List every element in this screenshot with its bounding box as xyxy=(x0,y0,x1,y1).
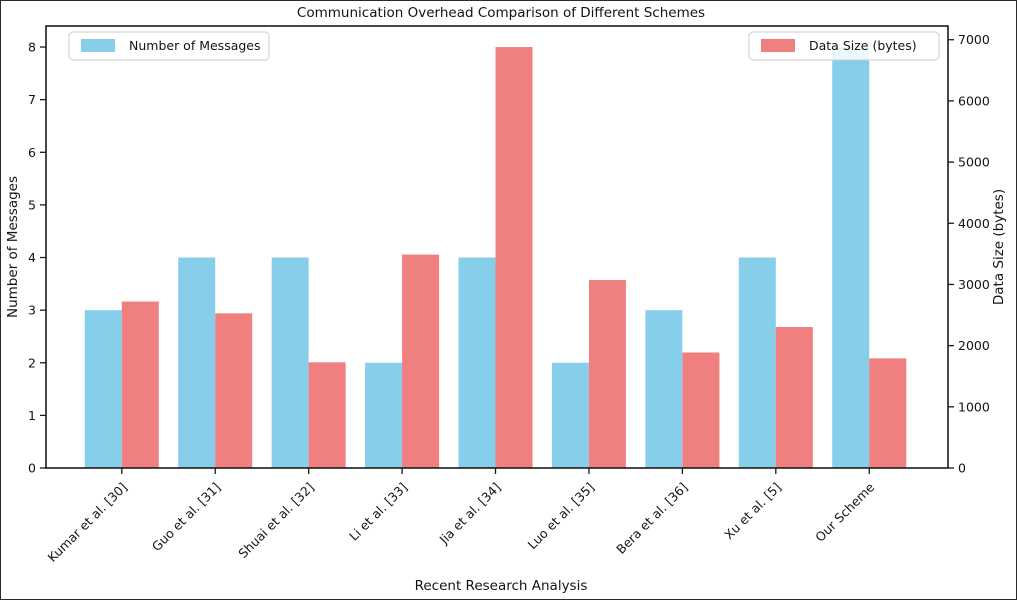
legend-swatch-messages xyxy=(81,39,115,52)
legend-swatch-data-size xyxy=(761,39,795,52)
bar-number-of-messages xyxy=(84,310,122,468)
bar-data-size xyxy=(308,362,346,468)
x-category-label: Bera et al. [36] xyxy=(613,480,690,557)
legend-box xyxy=(68,31,270,61)
plot-area: 0 1 2 3 4 5 6 7 8 0 1000 2000 3000 4000 5000 6000 7000 Ku… xyxy=(28,25,990,565)
x-category-label: Luo et al. [35] xyxy=(525,480,598,553)
bar-number-of-messages xyxy=(832,47,870,469)
right-tick-label: 6000 xyxy=(958,93,990,108)
x-axis-label: Recent Research Analysis xyxy=(415,578,588,594)
left-tick-label: 2 xyxy=(28,355,36,370)
x-category-label: Guo et al. [31] xyxy=(149,480,224,555)
bar-number-of-messages xyxy=(365,362,403,468)
left-y-axis-label: Number of Messages xyxy=(5,176,21,318)
legend-data-size: Data Size (bytes) xyxy=(748,31,940,61)
x-category-label: Li et al. [33] xyxy=(346,480,410,544)
right-tick-label: 4000 xyxy=(958,216,990,231)
left-tick-label: 3 xyxy=(28,303,36,318)
legend-box xyxy=(748,31,940,61)
bar-data-size xyxy=(495,47,533,469)
left-tick-label: 0 xyxy=(28,461,36,476)
right-tick-label: 3000 xyxy=(958,277,990,292)
left-tick-label: 6 xyxy=(28,145,36,160)
left-tick-label: 5 xyxy=(28,197,36,212)
right-tick-label: 7000 xyxy=(958,32,990,47)
legend-number-of-messages: Number of Messages xyxy=(68,31,270,61)
bar-data-size xyxy=(869,358,907,468)
x-category-label: Jia et al. [34] xyxy=(436,480,504,548)
bar-data-size xyxy=(682,352,720,468)
x-category-label: Kumar et al. [30] xyxy=(45,480,130,565)
x-category-label: Shuai et al. [32] xyxy=(235,480,316,561)
right-tick-label: 1000 xyxy=(958,399,990,414)
bar-data-size xyxy=(121,301,159,468)
bar-number-of-messages xyxy=(458,257,496,468)
left-tick-label: 7 xyxy=(28,92,36,107)
bar-data-size xyxy=(775,327,813,468)
left-tick-label: 4 xyxy=(28,250,36,265)
left-tick-label: 1 xyxy=(28,408,36,423)
right-tick-label: 0 xyxy=(958,461,966,476)
right-tick-label: 2000 xyxy=(958,338,990,353)
right-y-axis-label: Data Size (bytes) xyxy=(991,189,1007,305)
bar-data-size xyxy=(402,254,440,468)
legend-label-data-size: Data Size (bytes) xyxy=(809,38,917,53)
bar-number-of-messages xyxy=(178,257,216,468)
chart-title: Communication Overhead Comparison of Dif… xyxy=(297,5,705,21)
x-category-label: Xu et al. [5] xyxy=(721,480,784,543)
legend-label-messages: Number of Messages xyxy=(129,38,261,53)
right-tick-label: 5000 xyxy=(958,155,990,170)
bar-data-size xyxy=(588,280,626,468)
axes-frame xyxy=(45,25,949,469)
x-category-label: Our Scheme xyxy=(812,479,877,544)
bar-data-size xyxy=(215,313,253,468)
bar-number-of-messages xyxy=(645,310,683,468)
left-tick-label: 8 xyxy=(28,40,36,55)
bar-number-of-messages xyxy=(271,257,309,468)
bar-number-of-messages xyxy=(738,257,776,468)
bar-number-of-messages xyxy=(551,362,589,468)
